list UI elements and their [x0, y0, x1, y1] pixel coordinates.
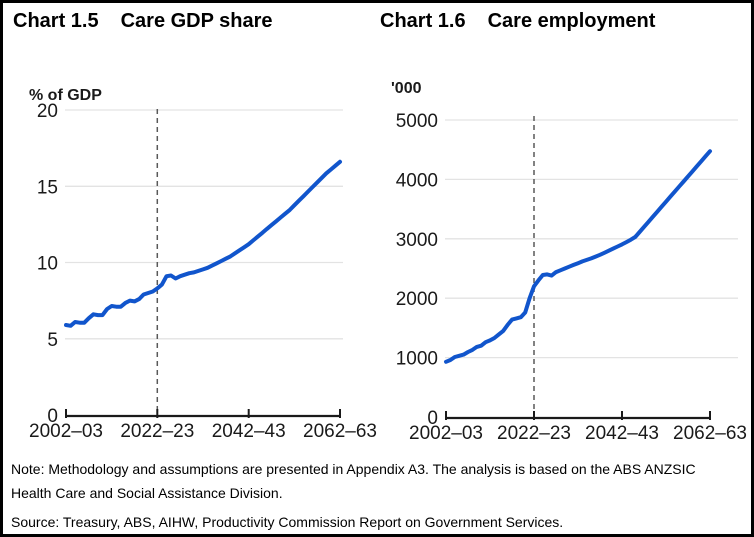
x-tick-label: 2062–63	[303, 421, 377, 442]
y-tick-label: 0	[47, 406, 58, 427]
y-tick-label: 5	[47, 330, 58, 351]
y-tick-label: 15	[37, 177, 58, 198]
data-line	[444, 149, 712, 364]
note-text: Note: Methodology and assumptions are pr…	[11, 461, 696, 501]
x-tick-label: 2062–63	[673, 423, 747, 444]
chart-1-6-plot: 0 1000 2000 3000 4000 5000 '000 2002–03 2022–23 2…	[391, 80, 747, 444]
y-tick-label: 4000	[396, 170, 438, 191]
x-tick-label: 2002–03	[29, 421, 103, 442]
y-tick-label: 10	[37, 254, 58, 275]
y-tick-label: 2000	[396, 289, 438, 310]
x-tick-label: 2022–23	[497, 423, 571, 444]
y-tick-label: 0	[427, 408, 438, 429]
chart-1-5-plot: 0 5 10 15 20% of GDP 2002–03 2022–23 2042–43 206…	[29, 87, 377, 442]
chart-1-5-title: Care GDP share	[120, 10, 273, 32]
chart-1-6-number: Chart 1.6	[380, 10, 466, 32]
data-line	[64, 159, 342, 328]
x-tick-label: 2022–23	[120, 421, 194, 442]
x-tick-label: 2042–43	[212, 421, 286, 442]
y-axis-unit-label: % of GDP	[29, 87, 102, 104]
y-tick-label: 1000	[396, 349, 438, 370]
chart-1-5-heading: Chart 1.5 Care GDP share	[13, 10, 273, 33]
x-tick-label: 2002–03	[409, 423, 483, 444]
chart-1-6-title: Care employment	[487, 10, 656, 32]
x-tick-label: 2042–43	[585, 423, 659, 444]
y-tick-label: 3000	[396, 230, 438, 251]
chart-1-5-number: Chart 1.5	[13, 10, 99, 32]
chart-1-6-heading: Chart 1.6 Care employment	[380, 10, 655, 33]
y-tick-label: 20	[37, 101, 58, 122]
footnotes: Note: Methodology and assumptions are pr…	[11, 457, 727, 534]
y-axis-unit-label: '000	[391, 80, 422, 97]
source-text: Source: Treasury, ABS, AIHW, Productivit…	[11, 514, 564, 530]
y-tick-label: 5000	[396, 111, 438, 132]
